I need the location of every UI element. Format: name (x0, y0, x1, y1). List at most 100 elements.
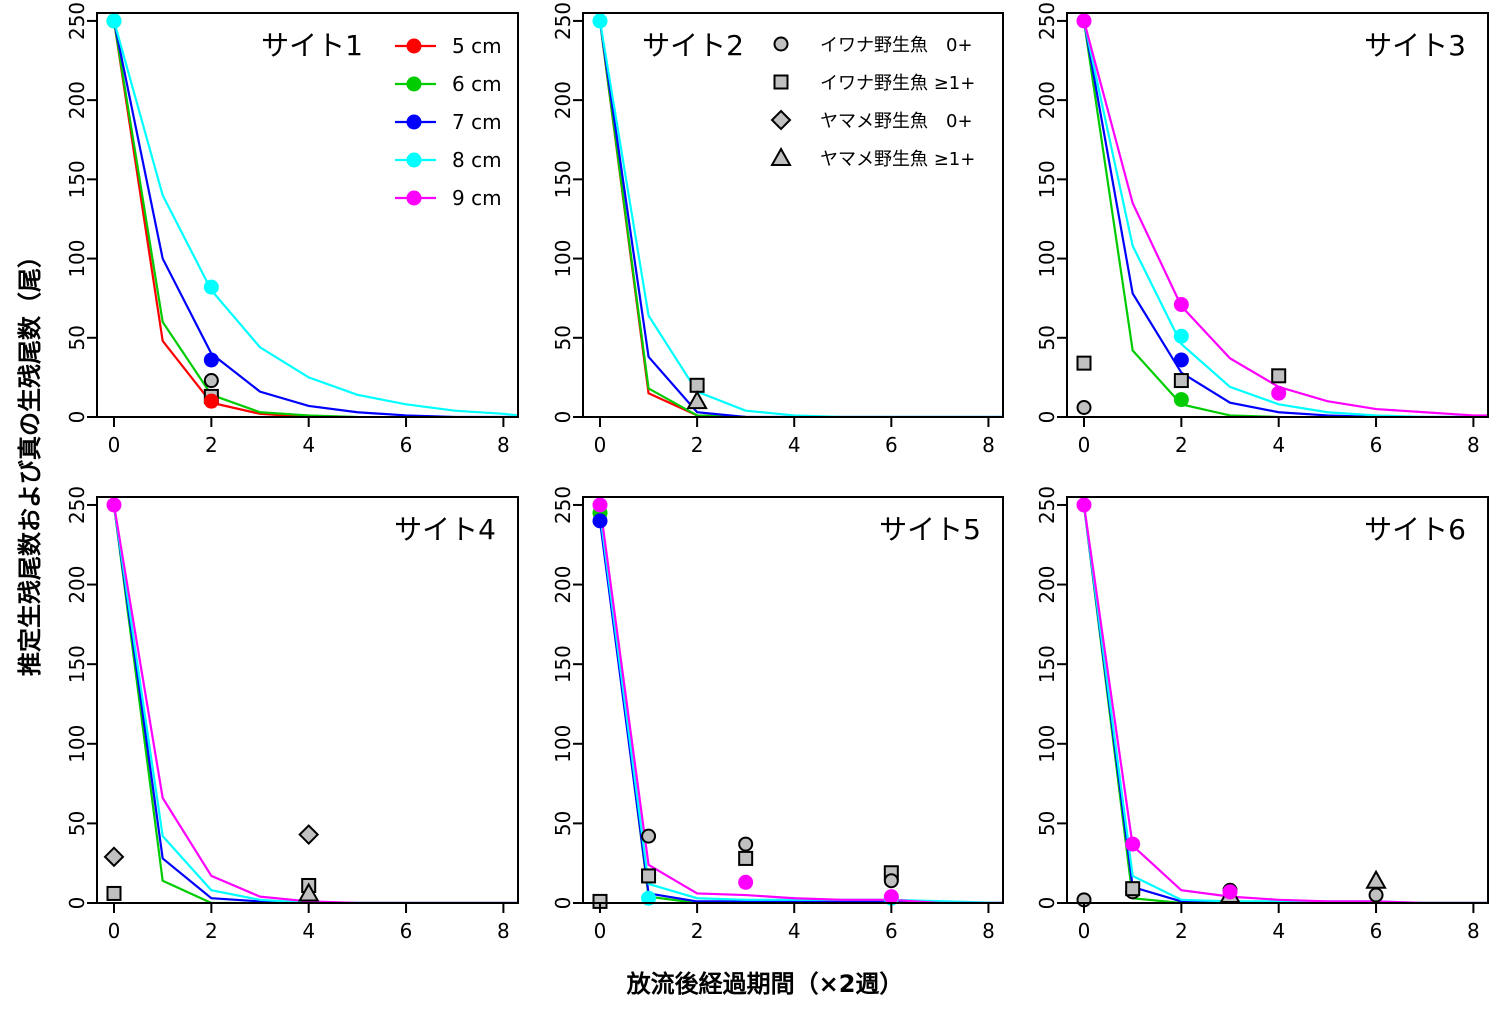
line-6cm (112, 504, 518, 903)
panel-5: 0 2 4 6 8 0 50 100 150 200 250 サイト5 (551, 486, 1004, 943)
line-7cm (1082, 20, 1488, 417)
point-9cm (1222, 884, 1238, 900)
legend-marker (406, 38, 422, 54)
wild-square-marker (1271, 368, 1287, 384)
point-9cm (1173, 297, 1189, 313)
line-8cm (112, 504, 518, 903)
x-tick-label: 0 (594, 919, 607, 943)
site-title: サイト6 (1364, 513, 1466, 546)
line-8cm (598, 20, 1003, 417)
y-tick-label: 0 (551, 897, 575, 910)
legend-label: 8 cm (452, 148, 502, 172)
y-tick-label: 50 (65, 325, 89, 350)
legend-label: イワナ野生魚 0+ (820, 35, 973, 56)
legend-label: 7 cm (452, 110, 502, 134)
y-tick-label: 150 (551, 645, 575, 683)
legend-square-icon (773, 74, 789, 90)
legend-label: ヤマメ野生魚 ≥1+ (820, 149, 975, 170)
y-tick-label: 100 (1035, 725, 1059, 763)
y-tick-label: 100 (1035, 239, 1059, 277)
x-tick-label: 8 (497, 919, 510, 943)
wild-circle-marker (738, 836, 754, 852)
x-tick-label: 6 (400, 919, 413, 943)
wild-diamond-marker (103, 846, 125, 868)
x-tick-label: 8 (497, 433, 510, 457)
line-9cm (112, 504, 518, 903)
line-8cm (1082, 504, 1488, 903)
legend-label: 6 cm (452, 72, 502, 96)
y-tick-label: 0 (1035, 897, 1059, 910)
plot-frame (582, 496, 1004, 904)
y-tick-label: 50 (65, 811, 89, 836)
x-tick-label: 6 (400, 433, 413, 457)
y-tick-label: 0 (65, 411, 89, 424)
x-tick-label: 0 (1078, 919, 1091, 943)
y-tick-label: 250 (1035, 486, 1059, 524)
legend-label: 9 cm (452, 186, 502, 210)
x-axis-title: 放流後経過期間（×2週） (626, 970, 904, 998)
line-7cm (598, 20, 1003, 417)
x-tick-label: 0 (108, 919, 121, 943)
wild-square-marker (1076, 355, 1092, 371)
x-tick-label: 8 (1467, 433, 1480, 457)
x-tick-label: 2 (691, 433, 704, 457)
point-9cm (1125, 836, 1141, 852)
y-tick-label: 250 (65, 2, 89, 40)
point-9cm (106, 497, 122, 513)
wild-square-marker (106, 885, 122, 901)
legend-diamond-icon (770, 109, 792, 131)
x-tick-label: 6 (1370, 919, 1383, 943)
plot-frame (96, 12, 519, 418)
point-9cm (1076, 497, 1092, 513)
y-tick-label: 200 (1035, 565, 1059, 603)
x-tick-label: 6 (885, 919, 898, 943)
y-tick-label: 50 (551, 325, 575, 350)
panel-2: 0 2 4 6 8 0 50 100 150 200 250 サイト2 (551, 2, 1004, 457)
series-lines (1082, 504, 1488, 903)
line-8cm (598, 512, 1003, 903)
y-tick-label: 150 (65, 160, 89, 198)
wild-triangle-marker (1365, 869, 1387, 889)
wild-triangle-marker (686, 390, 708, 410)
x-tick-label: 4 (788, 919, 801, 943)
x-tick-label: 0 (108, 433, 121, 457)
site-title: サイト4 (394, 513, 496, 546)
y-tick-label: 250 (1035, 2, 1059, 40)
y-tick-label: 100 (65, 725, 89, 763)
point-7cm (1173, 352, 1189, 368)
site-title: サイト3 (1364, 29, 1466, 62)
y-tick-label: 50 (1035, 811, 1059, 836)
point-8cm (203, 279, 219, 295)
point-6cm (1173, 392, 1189, 408)
point-7cm (592, 513, 608, 529)
site-title: サイト5 (879, 513, 981, 546)
wild-square-marker (641, 868, 657, 884)
x-tick-label: 8 (1467, 919, 1480, 943)
line-7cm (112, 504, 518, 903)
plot-frame (1066, 12, 1489, 418)
plot-frame (1066, 496, 1489, 904)
x-tick-label: 6 (1370, 433, 1383, 457)
y-tick-label: 250 (551, 2, 575, 40)
line-6cm (1082, 504, 1488, 903)
panel-6: 0 2 4 6 8 0 50 100 150 200 250 サイト6 (1035, 486, 1489, 943)
legend-label: 5 cm (452, 34, 502, 58)
line-6cm (598, 512, 1003, 903)
line-9cm (1082, 504, 1488, 903)
x-tick-label: 2 (1175, 433, 1188, 457)
legend-triangle-icon (770, 146, 792, 166)
legend-label: ヤマメ野生魚 0+ (820, 111, 973, 132)
series-lines (112, 504, 518, 903)
point-9cm (592, 497, 608, 513)
size-legend: 5 cm 6 cm 7 cm 8 cm 9 cm (395, 34, 502, 210)
point-8cm (1173, 328, 1189, 344)
wild-legend: イワナ野生魚 0+ イワナ野生魚 ≥1+ ヤマメ野生魚 0+ ヤマメ野生魚 ≥1+ (770, 35, 975, 170)
plot-frame (582, 12, 1004, 418)
wild-circle-marker (883, 873, 899, 889)
wild-circle-marker (1368, 887, 1384, 903)
x-tick-label: 0 (1078, 433, 1091, 457)
point-9cm (1271, 385, 1287, 401)
panel-1: 0 2 4 6 8 0 50 100 150 200 250 サイト1 (65, 2, 519, 457)
x-tick-label: 6 (885, 433, 898, 457)
x-tick-label: 2 (205, 433, 218, 457)
